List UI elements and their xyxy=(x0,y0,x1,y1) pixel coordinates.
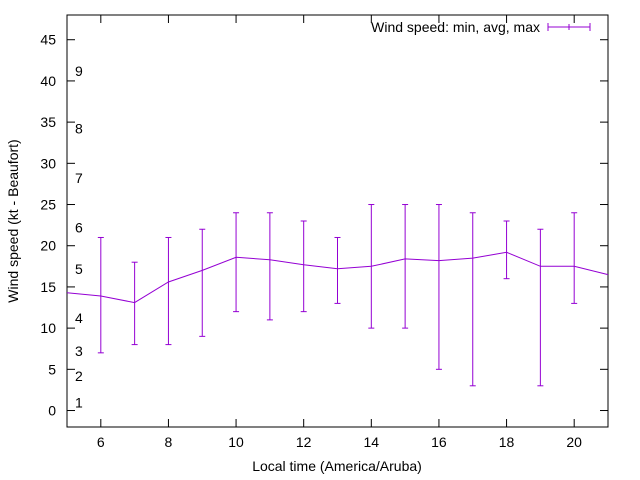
beaufort-label: 6 xyxy=(75,220,83,236)
beaufort-label: 7 xyxy=(75,170,83,186)
y-tick-label: 20 xyxy=(40,238,56,254)
beaufort-label: 2 xyxy=(75,368,83,384)
x-tick-label: 14 xyxy=(364,434,380,450)
x-tick-label: 10 xyxy=(228,434,244,450)
x-tick-label: 18 xyxy=(499,434,515,450)
beaufort-label: 1 xyxy=(75,394,83,410)
x-tick-label: 16 xyxy=(431,434,447,450)
y-axis-label: Wind speed (kt - Beaufort) xyxy=(5,139,21,302)
error-bars xyxy=(97,204,578,387)
y-tick-label: 0 xyxy=(48,403,56,419)
beaufort-label: 4 xyxy=(75,310,83,326)
y-tick-label: 5 xyxy=(48,361,56,377)
y-tick-label: 40 xyxy=(40,73,56,89)
y-tick-label: 25 xyxy=(40,197,56,213)
beaufort-label: 9 xyxy=(75,63,83,79)
beaufort-scale: 1 2 3 4 5 6 7 8 9 xyxy=(75,63,83,410)
y-tick-label: 10 xyxy=(40,320,56,336)
x-tick-label: 8 xyxy=(165,434,173,450)
y-tick-label: 30 xyxy=(40,155,56,171)
x-axis: 6 8 10 12 14 16 18 20 xyxy=(97,15,582,450)
beaufort-label: 8 xyxy=(75,121,83,137)
y-tick-label: 45 xyxy=(40,32,56,48)
legend: Wind speed: min, avg, max xyxy=(371,19,591,35)
x-tick-label: 20 xyxy=(566,434,582,450)
x-axis-label: Local time (America/Aruba) xyxy=(252,458,422,474)
avg-line xyxy=(66,251,609,304)
beaufort-label: 5 xyxy=(75,261,83,277)
plot-frame xyxy=(66,14,609,428)
legend-label: Wind speed: min, avg, max xyxy=(371,19,540,35)
beaufort-label: 3 xyxy=(75,343,83,359)
x-tick-label: 6 xyxy=(97,434,105,450)
y-tick-label: 15 xyxy=(40,279,56,295)
x-tick-label: 12 xyxy=(296,434,312,450)
y-tick-label: 35 xyxy=(40,114,56,130)
